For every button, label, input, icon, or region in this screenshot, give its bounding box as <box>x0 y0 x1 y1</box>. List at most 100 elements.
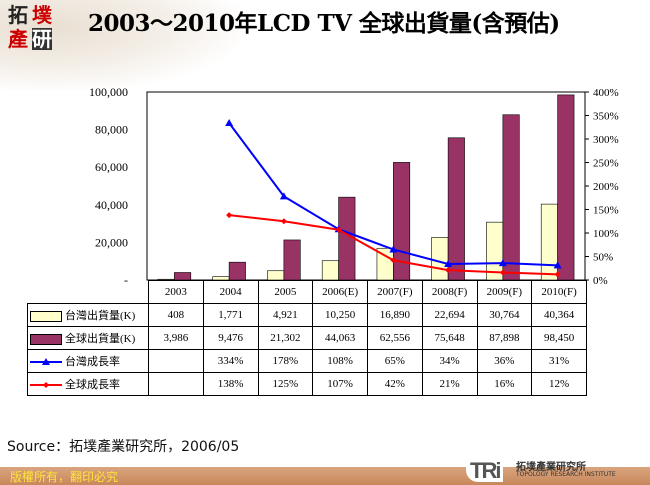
bar-global <box>228 261 246 281</box>
point-taiwan-growth <box>553 261 562 269</box>
y-right-tick-label: 350% <box>593 111 619 123</box>
point-taiwan-growth <box>444 260 453 268</box>
table-cell <box>148 349 204 373</box>
table-cell: 42% <box>367 372 423 396</box>
table-cell: 65% <box>367 349 423 373</box>
table-cell: 3,986 <box>148 326 204 350</box>
data-table: 2003 2004 2005 2006(E) 2007(F) 2008(F) 2009(F)… <box>27 280 587 396</box>
y-right-tick-label: 0% <box>593 275 608 287</box>
table-cell: 22,694 <box>421 303 478 327</box>
bar-global <box>283 239 301 281</box>
legend-label: 全球成長率 <box>65 379 120 391</box>
legend-label: 台灣出貨量(K) <box>65 310 136 322</box>
table-corner <box>28 281 149 304</box>
point-taiwan-growth <box>498 259 507 267</box>
table-cell: 178% <box>257 349 314 373</box>
legend-cell: 台灣成長率 <box>27 349 149 373</box>
table-cell: 1,771 <box>202 303 259 327</box>
y-right-tick-label: 200% <box>593 181 619 193</box>
table-cell: 16,890 <box>367 303 423 327</box>
logo-char: 產 <box>8 27 28 51</box>
bar-taiwan <box>431 237 449 281</box>
y-left-tick-label: 80,000 <box>95 123 128 137</box>
logo-char: 拓 <box>8 3 28 27</box>
table-cell: 44,063 <box>312 326 368 350</box>
table-cell: 10,250 <box>312 303 368 327</box>
bar-global <box>447 137 465 281</box>
category-label: 2003 <box>148 280 204 304</box>
category-label: 2010(F) <box>531 280 587 304</box>
category-label: 2009(F) <box>476 280 533 304</box>
table-cell: 75,648 <box>421 326 478 350</box>
bar-taiwan <box>540 203 558 281</box>
table-cell: 125% <box>257 372 314 396</box>
legend-swatch <box>30 310 62 322</box>
legend-cell: 全球成長率 <box>27 372 149 396</box>
table-cell: 21% <box>421 372 478 396</box>
table-row: 台灣成長率 334% 178% 108% 65% 34% 36% 31% <box>27 349 587 373</box>
legend-swatch <box>30 382 62 389</box>
table-header-row: 2003 2004 2005 2006(E) 2007(F) 2008(F) 2009(F)… <box>28 280 587 304</box>
legend-label: 台灣成長率 <box>65 356 120 368</box>
y-right-tick-label: 300% <box>593 134 619 146</box>
table-cell: 30,764 <box>476 303 533 327</box>
legend-cell: 台灣出貨量(K) <box>27 303 149 327</box>
point-taiwan-growth <box>389 245 398 253</box>
table-cell: 107% <box>312 372 368 396</box>
table-cell: 108% <box>312 349 368 373</box>
table-cell: 408 <box>148 303 204 327</box>
y-right-tick-label: 150% <box>593 205 619 217</box>
table-cell: 31% <box>531 349 587 373</box>
brand-cn: 拓墣產業研究所 <box>516 462 586 473</box>
legend-label: 全球出貨量(K) <box>65 333 136 345</box>
table-cell: 21,302 <box>257 326 314 350</box>
y-left-tick-label: 40,000 <box>95 198 128 212</box>
point-taiwan-growth <box>225 119 234 127</box>
table-cell: 98,450 <box>531 326 587 350</box>
y-left-tick-label: - <box>124 273 128 287</box>
table-cell: 4,921 <box>257 303 314 327</box>
bar-global <box>557 94 575 281</box>
point-global-growth <box>335 226 342 233</box>
category-label: 2004 <box>202 280 259 304</box>
logo-char: 研 <box>32 27 52 51</box>
chart: - 20,000 40,000 60,000 80,000 100,000 0% 50% 100… <box>89 85 619 287</box>
y-right-tick-label: 50% <box>593 252 613 264</box>
y-right-tick-label: 100% <box>593 228 619 240</box>
table-row: 全球出貨量(K) 3,986 9,476 21,302 44,063 62,556 75,6… <box>27 326 587 350</box>
tri-logo: TRi 拓墣產業研究所 TOPOLOGY RESEARCH INSTITUTE <box>466 458 616 483</box>
category-label: 2008(F) <box>421 280 478 304</box>
bar-global <box>174 272 192 281</box>
brand-en: TOPOLOGY RESEARCH INSTITUTE <box>516 471 616 478</box>
bar-taiwan <box>267 270 285 281</box>
legend-swatch <box>30 333 62 345</box>
bar-global <box>502 114 520 281</box>
table-cell: 40,364 <box>531 303 587 327</box>
page-title: 2003～2010年LCD TV 全球出貨量(含預估) <box>88 10 560 37</box>
category-label: 2005 <box>257 280 314 304</box>
tri-logo-mark: TRi <box>470 458 501 483</box>
table-row: 全球成長率 138% 125% 107% 42% 21% 16% 12% <box>27 372 587 396</box>
point-global-growth <box>390 257 397 264</box>
point-global-growth <box>226 212 233 219</box>
bar-taiwan <box>321 260 339 281</box>
logo: 拓 墣 產 研 <box>8 4 62 54</box>
copyright: 版權所有，翻印必究 <box>10 470 119 484</box>
point-taiwan-growth <box>279 192 288 200</box>
y-right-tick-label: 250% <box>593 158 619 170</box>
table-cell <box>148 372 204 396</box>
y-left-tick-label: 100,000 <box>89 85 128 99</box>
point-global-growth <box>554 271 561 278</box>
category-label: 2006(E) <box>312 280 368 304</box>
category-label: 2007(F) <box>367 280 423 304</box>
table-cell: 62,556 <box>367 326 423 350</box>
point-global-growth <box>499 269 506 276</box>
table-cell: 36% <box>476 349 533 373</box>
table-row: 台灣出貨量(K) 408 1,771 4,921 10,250 16,890 22,694 3… <box>27 303 587 327</box>
legend-swatch <box>30 358 62 366</box>
point-global-growth <box>445 267 452 274</box>
point-global-growth <box>280 218 287 225</box>
table-cell: 34% <box>421 349 478 373</box>
table-cell: 12% <box>531 372 587 396</box>
y-left-tick-label: 20,000 <box>95 235 128 249</box>
